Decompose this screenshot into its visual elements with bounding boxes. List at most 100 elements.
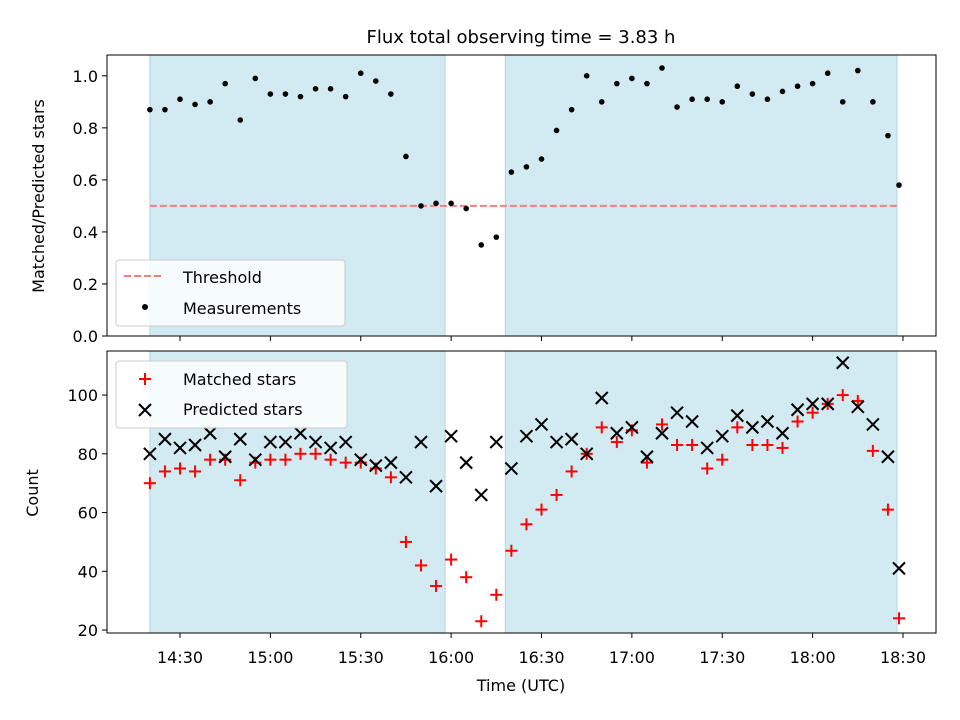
predicted-star-marker	[489, 435, 504, 449]
bottom-y-axis-label: Count	[23, 469, 42, 517]
matched-star-marker	[776, 441, 789, 454]
predicted-star-marker	[504, 461, 519, 476]
predicted-star-marker	[579, 447, 594, 461]
matched-star-marker	[415, 559, 427, 572]
matched-star-marker	[656, 418, 668, 431]
top-legend-box	[115, 259, 346, 327]
measurement-point	[704, 96, 710, 103]
matched-star-marker	[339, 456, 352, 469]
predicted-star-marker	[188, 438, 202, 452]
measurement-point	[749, 91, 756, 97]
predicted-star-marker	[414, 435, 428, 449]
matched-star-marker	[701, 462, 714, 475]
legend-threshold-label: Threshold	[182, 268, 262, 287]
predicted-star-marker	[444, 429, 458, 443]
measurement-point	[177, 96, 183, 103]
predicted-star-marker	[263, 435, 278, 449]
predicted-star-marker	[534, 417, 549, 432]
matched-star-marker	[294, 447, 307, 460]
top-legend: Threshold Measurements	[115, 259, 346, 327]
measurement-point	[855, 67, 861, 74]
measurement-point	[327, 86, 334, 92]
y-tick-label: 100	[67, 386, 98, 405]
measurement-point	[870, 99, 876, 105]
measurement-point	[614, 80, 620, 87]
matched-star-marker	[475, 615, 488, 628]
matched-star-marker	[399, 535, 412, 548]
x-tick-label: 14:30	[157, 648, 203, 667]
matched-star-marker	[866, 444, 879, 457]
bottom-legend: Matched stars Predicted stars	[115, 360, 348, 429]
y-tick-label: 0.2	[73, 275, 98, 294]
measurement-point	[824, 70, 831, 77]
legend-matched-label: Matched stars	[183, 370, 296, 389]
predicted-star-marker	[564, 432, 579, 446]
predicted-star-marker	[610, 426, 624, 440]
predicted-star-marker	[775, 426, 790, 440]
measurement-point	[433, 200, 439, 207]
matched-star-marker	[204, 453, 217, 466]
measurement-point	[478, 242, 485, 248]
x-tick-label: 15:30	[338, 648, 384, 667]
top-axes-frame	[106, 54, 937, 337]
measurement-point	[553, 127, 560, 134]
predicted-star-marker	[158, 432, 172, 446]
measurement-point	[839, 99, 846, 105]
top-x-ticks	[179, 336, 904, 341]
matched-star-marker	[264, 453, 277, 466]
predicted-star-marker	[278, 435, 293, 449]
matched-star-marker	[535, 503, 548, 516]
matched-star-marker	[851, 394, 864, 407]
matched-star-marker	[791, 415, 804, 428]
matched-star-marker	[460, 571, 473, 584]
predicted-star-marker	[700, 441, 714, 455]
predicted-star-marker	[836, 356, 850, 370]
measurement-point	[373, 78, 379, 84]
x-tick-label: 18:30	[880, 648, 926, 667]
measurement-point	[583, 73, 590, 79]
predicted-star-marker	[354, 452, 368, 467]
y-tick-label: 0.6	[73, 171, 98, 190]
measurement-point	[794, 83, 801, 90]
matched-star-marker	[746, 439, 759, 451]
matched-star-marker	[279, 453, 292, 466]
predicted-star-marker	[203, 426, 217, 440]
measurement-point	[192, 101, 198, 108]
measurement-point	[689, 96, 695, 103]
predicted-star-marker	[369, 458, 383, 473]
predicted-star-marker	[685, 414, 699, 429]
x-tick-label: 17:30	[699, 648, 745, 667]
measurement-point	[267, 91, 274, 97]
matched-star-marker	[384, 471, 397, 484]
measurement-point	[297, 93, 304, 100]
y-tick-label: 40	[78, 562, 98, 581]
predicted-star-marker	[866, 417, 880, 432]
predicted-star-marker	[429, 479, 443, 493]
predicted-star-marker	[640, 450, 654, 464]
measurement-point	[538, 156, 545, 162]
matched-star-marker	[565, 465, 578, 478]
predicted-star-marker	[715, 429, 729, 443]
predicted-star-marker	[338, 435, 353, 449]
predicted-star-marker	[323, 441, 338, 455]
matched-star-marker	[324, 453, 337, 466]
y-tick-label: 60	[78, 504, 98, 523]
measurement-point	[162, 106, 168, 113]
matched-star-marker	[640, 456, 653, 469]
measurement-point	[779, 88, 786, 95]
legend-matched-swatch	[139, 373, 151, 385]
observing-span	[504, 54, 898, 337]
bottom-axes-frame	[106, 350, 937, 634]
predicted-star-marker	[549, 435, 564, 449]
predicted-star-marker	[760, 414, 775, 429]
predicted-star-marker	[655, 426, 669, 440]
predicted-star-marker	[851, 400, 865, 414]
predicted-star-marker	[474, 488, 488, 502]
measurement-point	[222, 80, 228, 87]
matched-star-marker	[595, 421, 608, 434]
measurement-point	[674, 104, 680, 110]
y-tick-label: 80	[78, 445, 98, 464]
matched-star-marker	[158, 465, 171, 478]
matched-star-marker	[610, 436, 623, 449]
predicted-star-marker	[143, 447, 157, 461]
